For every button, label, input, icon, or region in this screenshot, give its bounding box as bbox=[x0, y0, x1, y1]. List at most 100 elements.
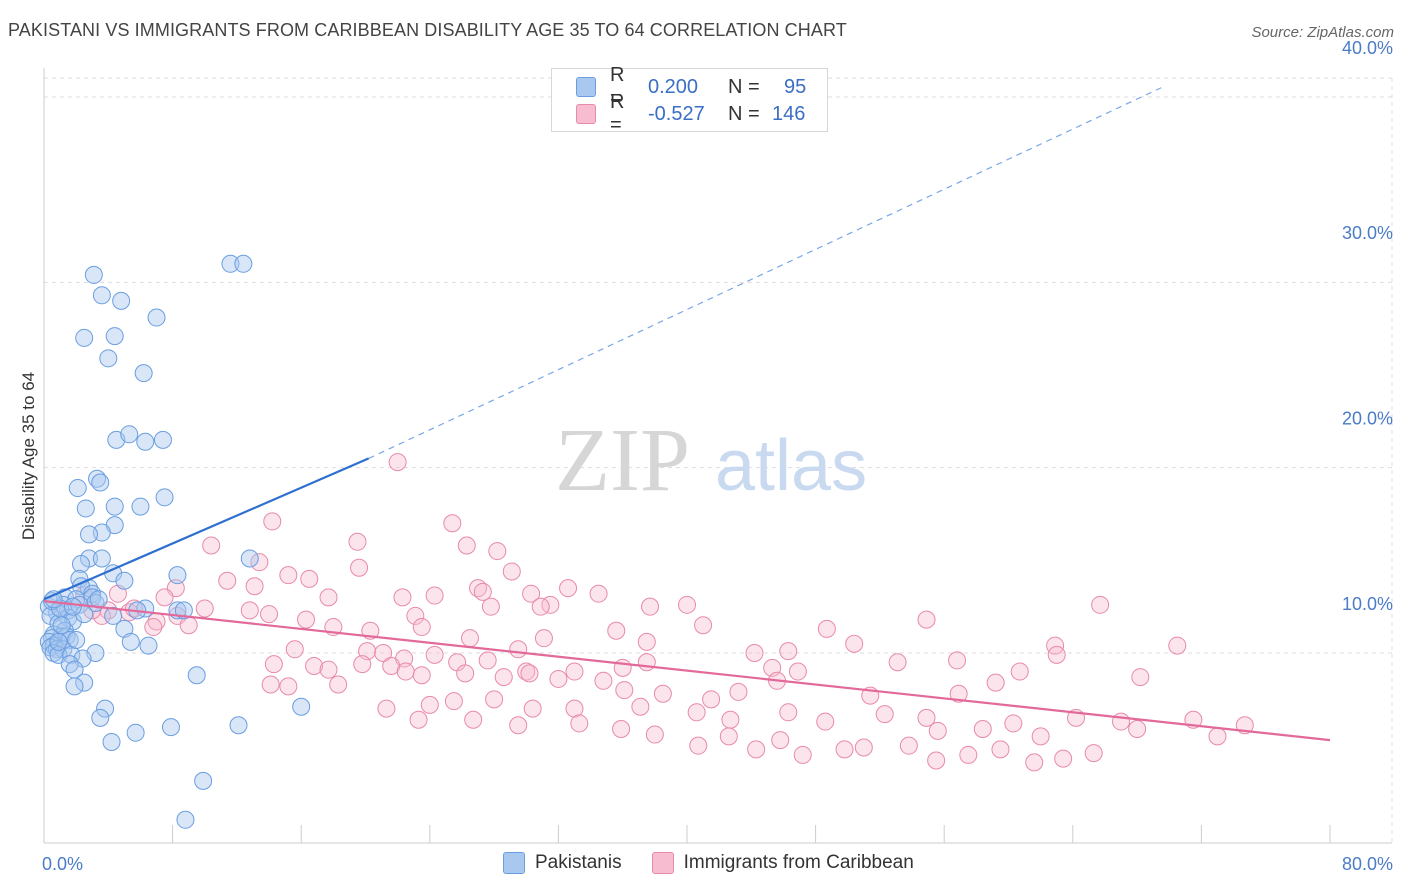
pakistanis-point bbox=[91, 473, 110, 492]
pakistanis-point bbox=[187, 666, 206, 685]
caribbean-point bbox=[409, 710, 428, 729]
n-value: 146 bbox=[772, 102, 806, 125]
pakistanis-point bbox=[136, 432, 155, 451]
caribbean-point bbox=[917, 708, 936, 727]
caribbean-point bbox=[478, 651, 497, 670]
y-tick-label: 30.0% bbox=[1342, 223, 1393, 243]
pakistanis-point bbox=[52, 616, 71, 635]
caribbean-point bbox=[348, 532, 367, 551]
x-tick-label: 0.0% bbox=[42, 854, 83, 874]
y-tick-label: 40.0% bbox=[1342, 38, 1393, 58]
caribbean-point bbox=[1084, 744, 1103, 763]
pakistanis-point bbox=[68, 479, 87, 498]
caribbean-point bbox=[396, 662, 415, 681]
caribbean-point bbox=[300, 569, 319, 588]
caribbean-point bbox=[689, 736, 708, 755]
caribbean-point bbox=[678, 595, 696, 614]
pakistanis-point bbox=[112, 291, 131, 310]
caribbean-point bbox=[721, 710, 740, 729]
pakistanis-point bbox=[161, 718, 180, 737]
pakistanis-point bbox=[139, 636, 158, 655]
caribbean-point bbox=[388, 453, 407, 472]
caribbean-point bbox=[406, 606, 425, 625]
caribbean-point bbox=[444, 692, 463, 711]
x-tick-label: 80.0% bbox=[1342, 854, 1393, 874]
pakistanis-point bbox=[176, 810, 195, 829]
caribbean-point bbox=[1010, 662, 1029, 681]
caribbean-point bbox=[1131, 668, 1150, 687]
pakistanis-point bbox=[120, 425, 139, 444]
caribbean-point bbox=[607, 621, 626, 640]
pakistanis-point bbox=[174, 601, 193, 620]
caribbean-point bbox=[719, 727, 738, 746]
pakistanis-point bbox=[168, 566, 187, 585]
caribbean-point bbox=[464, 710, 483, 729]
caribbean-point bbox=[469, 579, 488, 598]
r-label: R = bbox=[610, 91, 625, 136]
pakistanis-point bbox=[126, 723, 145, 742]
r-value: -0.527 bbox=[648, 102, 705, 125]
caribbean-point bbox=[589, 584, 608, 603]
caribbean-point bbox=[613, 658, 632, 677]
pakistanis-point bbox=[60, 631, 79, 650]
pakistanis-point bbox=[92, 549, 111, 568]
legend-label: Immigrants from Caribbean bbox=[683, 852, 914, 873]
pakistanis-point bbox=[155, 488, 174, 507]
caribbean-point bbox=[594, 671, 613, 690]
caribbean-point bbox=[263, 512, 282, 531]
pakistanis-point bbox=[102, 732, 121, 751]
caribbean-point bbox=[1208, 727, 1227, 746]
caribbean-point bbox=[457, 536, 476, 555]
caribbean-point bbox=[631, 697, 650, 716]
caribbean-point bbox=[155, 588, 174, 607]
caribbean-point bbox=[653, 684, 672, 703]
caribbean-point bbox=[1128, 719, 1147, 738]
caribbean-point bbox=[425, 645, 444, 664]
caribbean-point bbox=[641, 597, 660, 616]
caribbean-point bbox=[517, 662, 536, 681]
pakistanis-point bbox=[65, 677, 84, 696]
pakistanis-point bbox=[221, 254, 240, 273]
legend-swatch-pink bbox=[651, 852, 674, 874]
pakistanis-point bbox=[194, 771, 213, 790]
caribbean-point bbox=[687, 703, 706, 722]
caribbean-point bbox=[816, 712, 835, 731]
pakistanis-point bbox=[89, 590, 108, 609]
pakistanis-point bbox=[131, 497, 150, 516]
caribbean-point bbox=[779, 703, 798, 722]
caribbean-point bbox=[377, 699, 396, 718]
n-label: N = bbox=[728, 75, 760, 98]
r-label: R = bbox=[610, 64, 625, 109]
watermark-zip: ZIP bbox=[555, 411, 690, 510]
caribbean-point bbox=[245, 577, 264, 596]
pakistanis-point bbox=[62, 645, 81, 664]
pakistanis-point bbox=[104, 606, 123, 625]
legend-item-pakistanis: Pakistanis bbox=[503, 852, 622, 874]
caribbean-point bbox=[565, 699, 584, 718]
pakistanis-point bbox=[80, 525, 99, 544]
pakistanis-point bbox=[63, 597, 82, 616]
caribbean-point bbox=[488, 542, 507, 561]
caribbean-point bbox=[1054, 749, 1073, 768]
caribbean-point bbox=[565, 662, 584, 681]
caribbean-point bbox=[329, 675, 348, 694]
caribbean-point bbox=[973, 719, 992, 738]
caribbean-point bbox=[559, 579, 578, 598]
caribbean-point bbox=[888, 653, 907, 672]
trend-lines bbox=[43, 87, 1331, 742]
caribbean-point bbox=[502, 562, 521, 581]
pakistanis-point bbox=[96, 699, 115, 718]
pakistanis-trend-line bbox=[43, 457, 370, 601]
caribbean-point bbox=[948, 651, 967, 670]
pakistanis-point bbox=[49, 632, 68, 651]
caribbean-point bbox=[854, 738, 873, 757]
caribbean-point bbox=[531, 597, 550, 616]
caribbean-point bbox=[473, 582, 492, 601]
pakistanis-point bbox=[153, 430, 172, 449]
caribbean-point bbox=[637, 653, 656, 672]
pakistanis-trend-extension bbox=[368, 87, 1162, 459]
caribbean-point bbox=[817, 619, 836, 638]
source-label: Source: ZipAtlas.com bbox=[1251, 24, 1394, 41]
stats-legend: R = 0.200 N = 95 R = -0.527 N = 146 bbox=[551, 64, 828, 136]
